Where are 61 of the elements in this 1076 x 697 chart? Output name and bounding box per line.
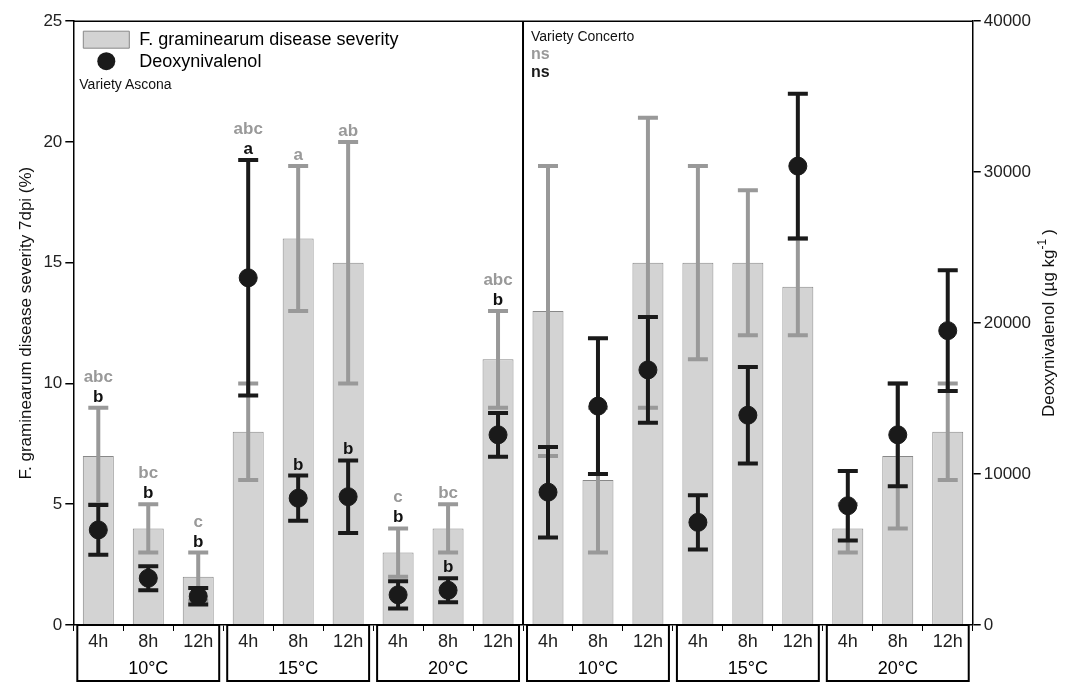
annotation: abc — [83, 366, 113, 386]
x-tick-label: 12h — [333, 630, 364, 651]
x-tick-label: 8h — [138, 630, 159, 651]
y-tick-label: 15 — [43, 252, 63, 272]
annotation: c — [193, 511, 203, 531]
text: 15°C — [727, 658, 768, 678]
y-tick-label: 25 — [43, 10, 63, 30]
annotation: b — [93, 386, 104, 406]
annotation: ns — [531, 45, 550, 63]
y2-tick-label: 0 — [983, 614, 994, 634]
x-tick-label: 12h — [183, 630, 214, 651]
x-tick-label: 4h — [537, 630, 559, 651]
annotation: ab — [338, 120, 359, 140]
annotation: abc — [483, 270, 513, 290]
text: 20°C — [877, 658, 918, 678]
x-tick-label: 4h — [238, 630, 259, 651]
annotation: bc — [438, 483, 458, 503]
text: 15°C — [278, 658, 319, 678]
annotation: b — [193, 531, 204, 551]
y2-tick-label: 20000 — [983, 312, 1032, 332]
y2-tick-label: 40000 — [983, 10, 1032, 30]
y2-tick-label: 30000 — [983, 161, 1032, 181]
annotation: abc — [233, 119, 263, 139]
annotation: Variety Ascona — [79, 76, 172, 93]
annotation: a — [243, 139, 254, 159]
legend-label: F. graminearum disease severity — [139, 29, 399, 50]
annotation: bc — [138, 463, 159, 483]
y2-axis-title: Deoxynivalenol (µg kg-1) — [1035, 229, 1058, 418]
annotation: b — [492, 290, 504, 310]
text: 10°C — [128, 658, 169, 678]
x-tick-label: 8h — [438, 630, 459, 651]
annotation: a — [293, 145, 304, 165]
text: 10°C — [577, 658, 619, 678]
y-tick-label: 10 — [43, 373, 63, 393]
annotation: b — [442, 557, 454, 577]
annotation: b — [392, 507, 404, 527]
x-tick-label: 8h — [737, 630, 758, 651]
x-tick-label: 4h — [837, 630, 858, 651]
x-tick-label: 12h — [782, 630, 813, 651]
annotation: ns — [531, 63, 550, 81]
annotation: b — [342, 439, 354, 459]
x-tick-label: 8h — [288, 630, 309, 651]
legend-label: Deoxynivalenol — [139, 51, 262, 72]
y2-tick-label: 10000 — [983, 463, 1032, 483]
x-tick-label: 4h — [88, 630, 109, 651]
y-tick-label: 0 — [52, 614, 63, 634]
y-tick-label: 20 — [43, 131, 63, 151]
y-tick-label: 5 — [52, 493, 63, 513]
annotation: c — [393, 487, 403, 507]
annotation: b — [143, 483, 154, 503]
annotation: b — [292, 454, 304, 474]
x-tick-label: 12h — [483, 630, 514, 651]
x-tick-label: 8h — [587, 630, 608, 651]
x-tick-label: 12h — [932, 630, 963, 651]
annotation: Variety Concerto — [531, 28, 635, 45]
y-axis-title: F. graminearum disease severity 7dpi (%) — [15, 166, 35, 480]
x-tick-label: 4h — [687, 630, 708, 651]
x-tick-label: 12h — [632, 630, 663, 651]
x-tick-label: 8h — [887, 630, 908, 651]
text: 20°C — [427, 658, 469, 678]
x-tick-label: 4h — [388, 630, 409, 651]
